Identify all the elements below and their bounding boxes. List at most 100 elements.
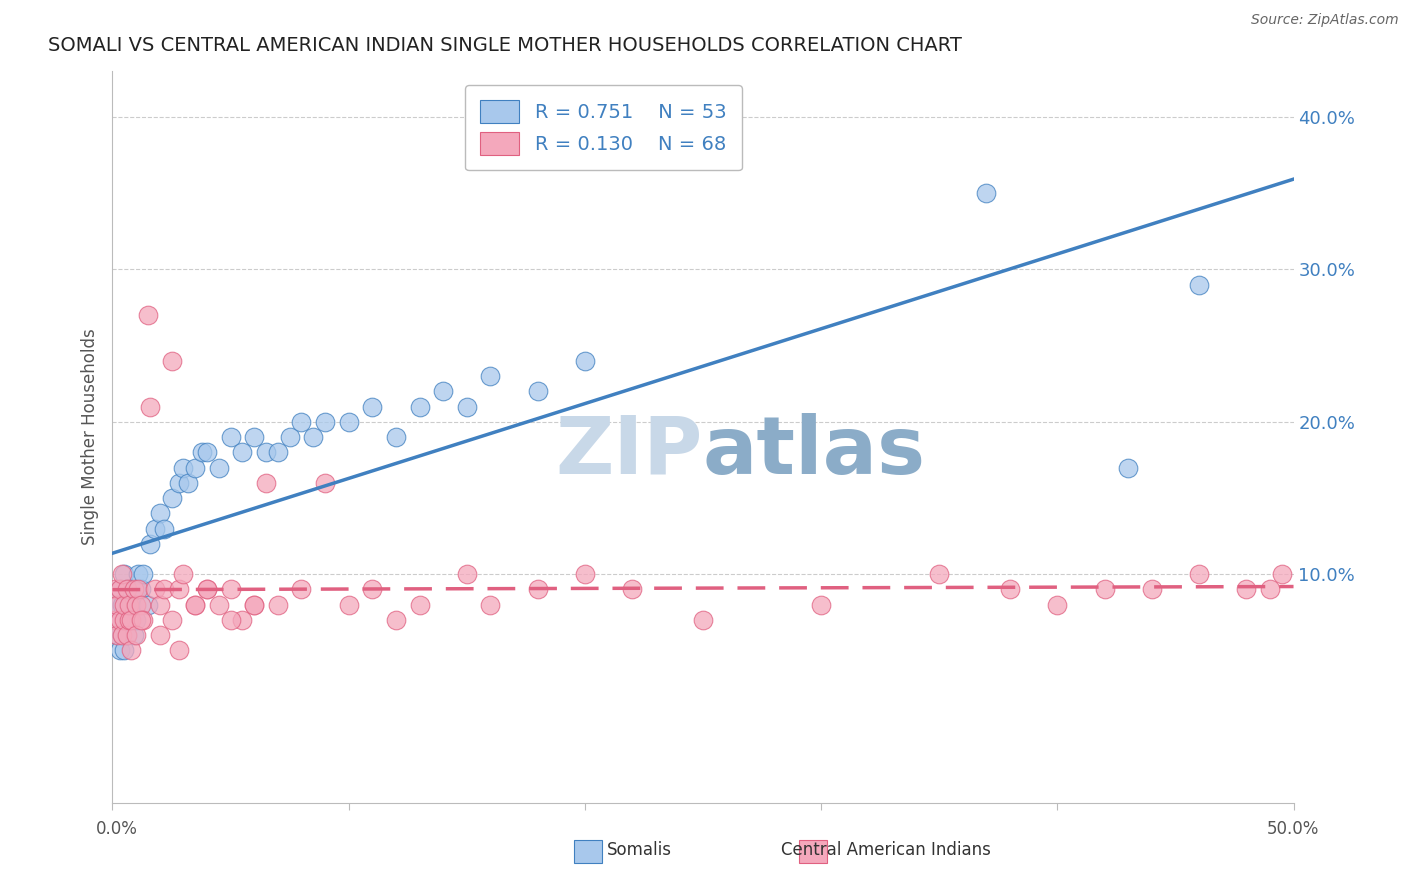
Point [172,460,194,475]
Point [574,567,596,582]
Text: Central American Indians: Central American Indians [780,840,991,858]
Point [337,415,360,429]
Point [290,582,312,597]
Point [111,567,134,582]
Point [108,643,131,657]
Point [1258,582,1281,597]
Point [125,582,148,597]
Point [139,537,162,551]
Point [928,567,950,582]
Point [167,582,190,597]
Point [108,613,131,627]
Point [115,628,138,642]
Point [160,613,183,627]
Point [219,613,242,627]
Point [574,354,596,368]
Point [526,582,548,597]
Point [120,613,142,627]
Point [125,628,148,642]
Point [127,567,149,582]
Point [105,598,128,612]
Point [479,598,502,612]
Point [254,445,277,459]
Point [290,415,312,429]
Point [184,598,207,612]
Point [112,567,135,582]
Point [267,445,290,459]
Text: Somalis: Somalis [607,840,672,858]
Point [1188,277,1211,292]
Point [115,582,138,597]
Point [1046,598,1069,612]
Point [132,613,155,627]
Text: Source: ZipAtlas.com: Source: ZipAtlas.com [1251,13,1399,28]
Text: SOMALI VS CENTRAL AMERICAN INDIAN SINGLE MOTHER HOUSEHOLDS CORRELATION CHART: SOMALI VS CENTRAL AMERICAN INDIAN SINGLE… [48,36,962,54]
Point [191,445,214,459]
Point [254,475,277,490]
Point [149,628,172,642]
Point [129,598,152,612]
Point [118,613,141,627]
Point [104,613,127,627]
Point [160,491,183,505]
Point [172,567,194,582]
Point [314,415,336,429]
Point [184,460,207,475]
Point [1188,567,1211,582]
Point [136,308,159,322]
Point [129,613,152,627]
Point [1234,582,1257,597]
Point [456,567,478,582]
Point [432,384,454,399]
Point [120,598,142,612]
Point [314,475,336,490]
Point [361,582,384,597]
Point [104,613,127,627]
Point [456,400,478,414]
Point [115,628,138,642]
Point [177,475,200,490]
Point [127,582,149,597]
Point [122,582,145,597]
Point [111,598,134,612]
Point [208,598,231,612]
Point [385,613,408,627]
Point [1140,582,1163,597]
Point [167,643,190,657]
Point [267,598,290,612]
Point [526,384,548,399]
Point [195,582,218,597]
Point [143,521,166,535]
Point [1271,567,1294,582]
Point [243,598,266,612]
Point [112,598,135,612]
Point [139,400,162,414]
Point [195,445,218,459]
Point [361,400,384,414]
Point [122,628,145,642]
Point [132,567,155,582]
Point [243,598,266,612]
Point [998,582,1021,597]
Point [143,582,166,597]
Point [167,475,190,490]
Point [115,582,138,597]
Text: 0.0%: 0.0% [96,820,138,838]
Point [208,460,231,475]
Point [231,445,253,459]
Point [149,506,172,520]
Point [129,582,152,597]
Point [111,628,134,642]
Point [231,613,253,627]
Point [1094,582,1116,597]
Point [105,628,128,642]
Legend: R = 0.751    N = 53, R = 0.130    N = 68: R = 0.751 N = 53, R = 0.130 N = 68 [465,85,742,170]
Point [184,598,207,612]
Point [105,598,128,612]
Point [105,628,128,642]
Point [302,430,325,444]
Point [976,186,998,201]
Point [243,430,266,444]
Point [118,613,141,627]
Point [120,643,142,657]
